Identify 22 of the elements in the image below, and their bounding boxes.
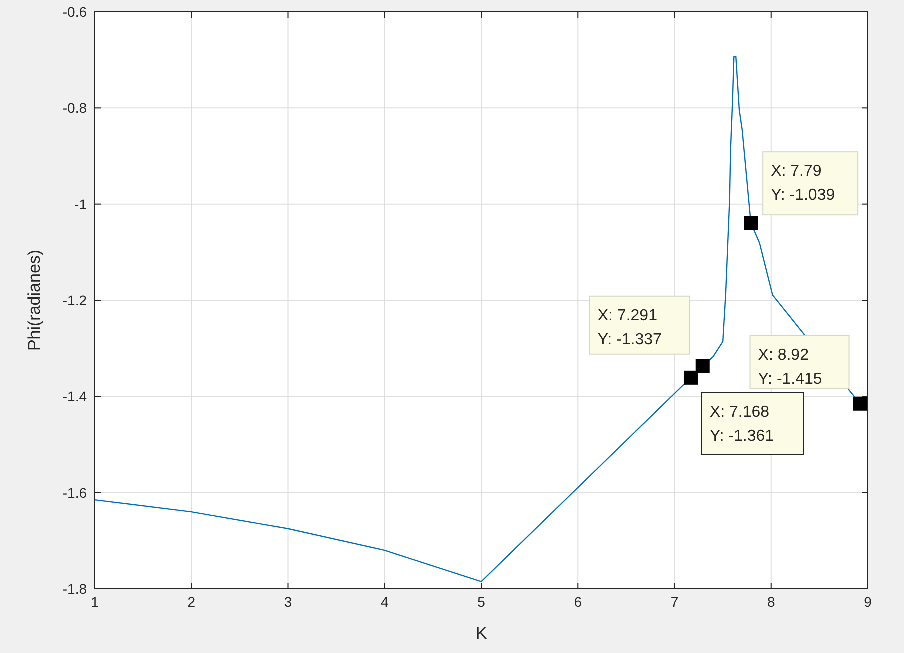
x-tick-label: 3 (284, 594, 292, 610)
annotation: X: 7.168 Y: -1.361 (710, 404, 774, 445)
x-tick-label: 5 (478, 594, 486, 610)
x-tick-label: 2 (188, 594, 196, 610)
y-tick-label: -1.6 (62, 484, 88, 501)
y-tick-label: -0.6 (62, 4, 88, 20)
x-tick-label: 9 (864, 594, 872, 610)
x-axis-title: K (476, 624, 488, 643)
y-tick-label: -1.8 (62, 581, 88, 597)
x-tick-label: 4 (380, 594, 389, 610)
annotation: X: 7.79 Y: -1.039 (771, 163, 836, 204)
y-axis-title: Phi(radianes) (25, 250, 44, 352)
x-tick-label: 7 (670, 594, 679, 610)
y-tick-label: -0.8 (62, 100, 88, 116)
annotation: X: 8.92 Y: -1.415 (758, 346, 822, 388)
y-tick-label: -1.4 (62, 388, 88, 405)
x-tick-label: 6 (574, 594, 582, 610)
annotation: X: 7.291 Y: -1.337 (598, 307, 662, 348)
y-tick-label: -1.2 (62, 292, 88, 308)
y-tick-label: -1 (74, 196, 88, 212)
x-tick-label: 1 (91, 594, 100, 610)
x-tick-label: 8 (767, 594, 776, 610)
